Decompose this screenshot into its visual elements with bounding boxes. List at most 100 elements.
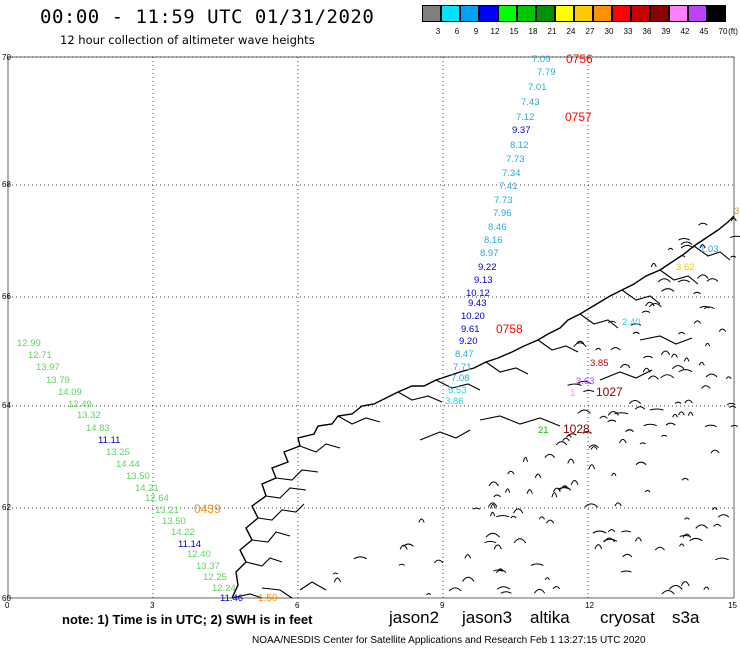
lake-outline [353,556,368,560]
lake-outline [703,306,715,310]
lake-outline [573,342,587,347]
fjord-line [337,415,381,425]
wave-height-label: 13.32 [77,410,101,421]
wave-height-label: 9.22 [478,262,497,273]
legend-jason3: jason3 [462,608,513,627]
lake-outline [657,278,671,283]
lake-outline [679,255,686,258]
wave-height-label: 14.83 [86,423,110,434]
y-tick-label: 60 [2,594,11,603]
scale-swatch [460,5,479,22]
lake-outline [660,350,671,356]
scale-swatch [422,5,441,22]
lake-outline [462,576,475,582]
wave-height-label: 9.61 [461,324,480,335]
lake-outline [513,538,527,544]
lake-outline [630,323,642,326]
y-tick-label: 68 [2,180,11,189]
pass-time-label: 0756 [566,52,593,66]
lake-outline [592,530,607,534]
wave-height-label: 10.12 [466,288,490,299]
lake-outline [557,487,571,490]
lake-outline [552,586,561,590]
lake-outline [693,291,701,295]
lake-outline [485,532,500,538]
coast-islands [261,587,293,599]
x-tick-label: 12 [585,601,594,610]
lake-outline [500,591,512,594]
scale-label: 70 [718,27,728,36]
wave-height-label: 12.40 [187,549,211,560]
lake-outline [704,342,711,347]
lake-outline [632,331,640,335]
lake-outline [672,413,678,418]
lake-outline [496,586,511,590]
lake-outline [647,375,659,380]
fjord-line [299,443,341,453]
lake-outline [667,247,674,251]
lake-outline [622,553,633,558]
lake-outline [680,241,693,245]
lake-outline [729,405,737,409]
lake-outline [555,441,568,446]
wave-height-label: 14.21 [135,483,159,494]
lake-outline [611,472,617,477]
lake-outline [701,385,711,389]
lake-outline [588,444,599,448]
fjord-line [435,379,481,391]
lake-outline [614,502,622,507]
fjord-line [257,503,305,521]
lake-outline [607,529,616,533]
x-tick-label: 9 [440,601,445,610]
fjord-line [639,335,693,345]
lake-outline [680,581,690,587]
fjord-line [397,391,443,403]
wave-height-label: 12.25 [203,572,227,583]
fjord-line [579,313,619,329]
wave-height-label: 13.21 [155,505,179,516]
scale-unit: (ft) [728,27,738,36]
lake-outline [510,515,517,519]
wave-height-label: 3.63 [576,376,595,387]
lake-outline [493,494,501,498]
scale-label: 9 [473,27,479,36]
lake-outline [505,488,511,493]
lake-outline [634,537,642,542]
lake-outline [677,411,685,416]
lake-outline [497,568,504,572]
lake-outline [507,470,515,475]
lake-outline [679,534,691,537]
pass-time-label: 0757 [565,110,592,124]
scale-swatch [669,5,688,22]
scale-label: 42 [680,27,690,36]
pass-time-label: 1027 [596,385,623,399]
scale-swatch [517,5,536,22]
scale-label: 18 [528,27,538,36]
lake-outline [558,486,572,491]
lake-outline [703,586,710,590]
pass-time-label: 0439 [194,502,221,516]
lake-outline [619,438,627,444]
wave-height-label: 7.73 [506,154,525,165]
wave-height-label: 8.16 [484,235,503,246]
page-title: 00:00 - 11:59 UTC 01/31/2020 [40,6,375,28]
lake-outline [490,511,496,517]
lake-outline [678,543,685,547]
lake-outline [678,369,693,373]
wave-height-label: 7.73 [494,195,513,206]
scale-label: 6 [454,27,460,36]
footer-note: note: 1) Time is in UTC; 2) SWH is in fe… [62,612,313,627]
lake-outline [620,363,631,369]
scale-swatch [707,5,726,22]
coastline-path [231,215,735,599]
lake-outline [472,507,481,510]
pass-time-label: 1028 [563,422,590,436]
lake-outline [493,569,503,572]
lake-outline [710,449,720,454]
wave-height-label: 3.86 [445,396,464,407]
scale-swatch [650,5,669,22]
lake-outline [717,514,730,518]
wave-height-label: 12.71 [28,350,52,361]
lake-outline [715,557,729,561]
